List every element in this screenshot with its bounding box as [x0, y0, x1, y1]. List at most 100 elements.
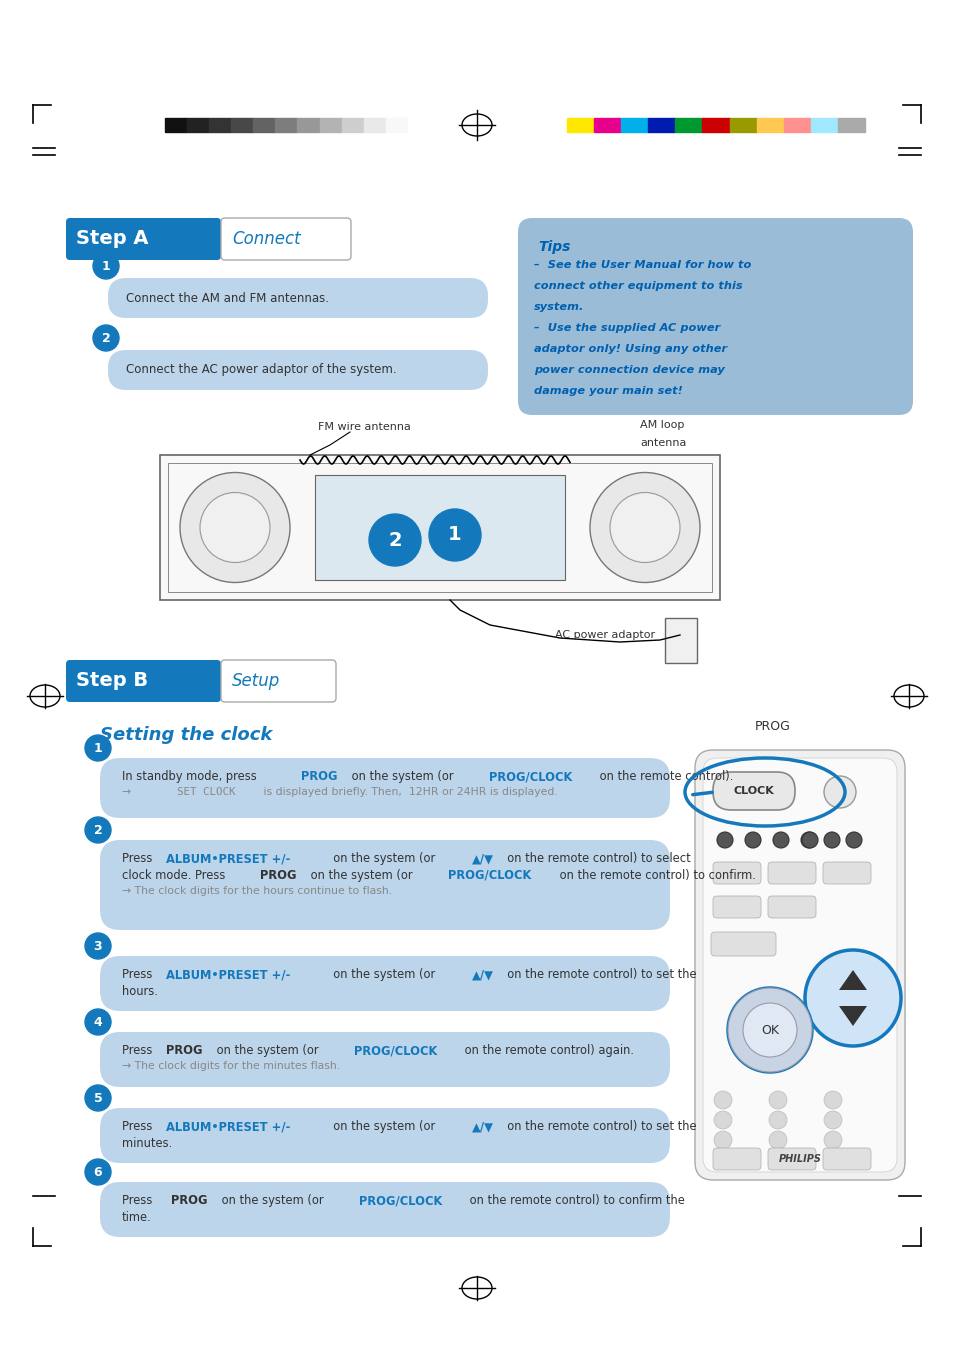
Text: on the system (or: on the system (or	[217, 1194, 327, 1206]
Text: 1: 1	[93, 742, 102, 754]
Text: AM loop: AM loop	[639, 420, 683, 430]
Bar	[675, 118, 701, 132]
Text: on the remote control) to confirm the: on the remote control) to confirm the	[466, 1194, 684, 1206]
Bar	[297, 118, 319, 132]
Text: on the remote control) to set the: on the remote control) to set the	[500, 969, 697, 981]
FancyBboxPatch shape	[767, 1148, 815, 1170]
FancyBboxPatch shape	[712, 896, 760, 917]
Text: In standby mode, press: In standby mode, press	[122, 770, 260, 784]
Text: on the system (or: on the system (or	[213, 1044, 322, 1056]
Circle shape	[713, 1151, 731, 1169]
Text: Step A: Step A	[76, 230, 149, 249]
Text: time.: time.	[122, 1210, 152, 1224]
Circle shape	[85, 817, 111, 843]
Bar	[275, 118, 297, 132]
Circle shape	[727, 988, 811, 1071]
FancyBboxPatch shape	[100, 1182, 669, 1238]
Text: Step B: Step B	[76, 671, 148, 690]
Text: on the system (or: on the system (or	[347, 770, 456, 784]
Text: → The clock digits for the minutes flash.: → The clock digits for the minutes flash…	[122, 1061, 340, 1071]
Text: ▲/▼: ▲/▼	[472, 969, 494, 981]
Bar	[701, 118, 729, 132]
Text: 2: 2	[102, 331, 111, 345]
Bar	[385, 118, 408, 132]
FancyBboxPatch shape	[66, 218, 221, 259]
Text: ALBUM•PRESET +/-: ALBUM•PRESET +/-	[166, 852, 290, 865]
Bar	[408, 118, 430, 132]
FancyBboxPatch shape	[712, 862, 760, 884]
Polygon shape	[838, 970, 866, 990]
Text: PROG: PROG	[300, 770, 336, 784]
FancyBboxPatch shape	[517, 218, 912, 415]
Circle shape	[92, 326, 119, 351]
Circle shape	[85, 1085, 111, 1111]
Bar	[664, 617, 697, 663]
Text: on the remote control) to select: on the remote control) to select	[500, 852, 690, 865]
Circle shape	[823, 1092, 841, 1109]
Bar	[810, 118, 837, 132]
Text: is displayed briefly. Then,  12HR or 24HR is displayed.: is displayed briefly. Then, 12HR or 24HR…	[260, 788, 558, 797]
Circle shape	[768, 1151, 786, 1169]
Text: on the system (or: on the system (or	[326, 969, 438, 981]
Text: Press: Press	[122, 969, 156, 981]
Bar	[363, 118, 385, 132]
Text: Connect the AC power adaptor of the system.: Connect the AC power adaptor of the syst…	[126, 363, 396, 377]
FancyBboxPatch shape	[767, 862, 815, 884]
FancyBboxPatch shape	[100, 1108, 669, 1163]
Text: 3: 3	[93, 939, 102, 952]
Circle shape	[804, 950, 900, 1046]
Circle shape	[823, 832, 840, 848]
Bar	[783, 118, 810, 132]
Circle shape	[772, 832, 788, 848]
Text: ▲/▼: ▲/▼	[472, 1120, 494, 1133]
Text: Connect: Connect	[232, 230, 300, 249]
Circle shape	[180, 473, 290, 582]
Text: Setting the clock: Setting the clock	[100, 725, 273, 744]
Circle shape	[713, 1092, 731, 1109]
Bar	[729, 118, 756, 132]
Text: power connection device may: power connection device may	[534, 365, 724, 376]
Circle shape	[85, 934, 111, 959]
Bar	[756, 118, 783, 132]
Text: PROG/CLOCK: PROG/CLOCK	[354, 1044, 436, 1056]
Circle shape	[768, 1092, 786, 1109]
Text: adaptor only! Using any other: adaptor only! Using any other	[534, 345, 726, 354]
Circle shape	[429, 509, 480, 561]
Circle shape	[823, 1151, 841, 1169]
Circle shape	[85, 1159, 111, 1185]
FancyBboxPatch shape	[767, 896, 815, 917]
Bar	[837, 118, 864, 132]
Text: hours.: hours.	[122, 985, 157, 998]
Text: 5: 5	[93, 1092, 102, 1105]
Bar	[648, 118, 675, 132]
Text: ▲/▼: ▲/▼	[472, 852, 494, 865]
Circle shape	[85, 1009, 111, 1035]
Bar	[160, 455, 720, 600]
Text: PROG: PROG	[166, 1044, 202, 1056]
Circle shape	[823, 1111, 841, 1129]
FancyBboxPatch shape	[221, 661, 335, 703]
Circle shape	[589, 473, 700, 582]
FancyBboxPatch shape	[108, 350, 488, 390]
Circle shape	[200, 493, 270, 562]
Circle shape	[768, 1131, 786, 1148]
Text: Press: Press	[122, 1044, 156, 1056]
FancyBboxPatch shape	[695, 750, 904, 1179]
Text: –  Use the supplied AC power: – Use the supplied AC power	[534, 323, 720, 332]
Text: damage your main set!: damage your main set!	[534, 386, 682, 396]
Text: PROG/CLOCK: PROG/CLOCK	[488, 770, 571, 784]
Bar	[231, 118, 253, 132]
Text: PHILIPS: PHILIPS	[778, 1154, 821, 1165]
Bar	[314, 476, 564, 580]
Text: on the remote control) to set the: on the remote control) to set the	[500, 1120, 697, 1133]
Text: 6: 6	[93, 1166, 102, 1178]
Text: FM wire antenna: FM wire antenna	[317, 422, 411, 432]
Bar	[341, 118, 363, 132]
Circle shape	[92, 253, 119, 280]
FancyBboxPatch shape	[108, 278, 488, 317]
Text: on the remote control).: on the remote control).	[596, 770, 733, 784]
Circle shape	[801, 832, 816, 848]
Text: CLOCK: CLOCK	[733, 786, 774, 796]
Circle shape	[768, 1111, 786, 1129]
FancyBboxPatch shape	[712, 771, 794, 811]
